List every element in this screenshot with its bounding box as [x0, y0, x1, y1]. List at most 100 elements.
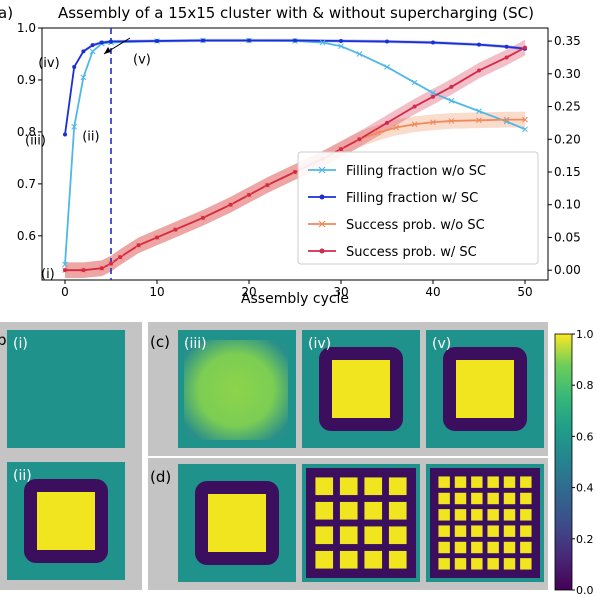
- y2-tick-label: 0.25: [554, 100, 581, 114]
- point-series-1: [504, 44, 509, 49]
- heatmap-cluster-square: [364, 550, 383, 569]
- heatmap-cluster-square: [503, 541, 516, 554]
- heatmap-cluster-square: [454, 492, 467, 505]
- legend-label: Success prob. w/o SC: [346, 218, 485, 233]
- annotation-arrowhead-v: [104, 47, 111, 54]
- annotation-label: (iv): [38, 56, 59, 71]
- point-series-3: [265, 183, 270, 188]
- heatmap-cluster-square: [454, 476, 467, 488]
- point-series-2: [374, 129, 381, 136]
- point-series-0: [338, 43, 344, 50]
- point-series-1: [293, 38, 297, 43]
- plot-frame: [41, 27, 549, 281]
- heatmap-filled-square: [456, 360, 514, 418]
- point-series-3: [247, 192, 251, 197]
- heatmap-cluster-square: [364, 526, 383, 545]
- heatmap-tile: [302, 464, 420, 582]
- heatmap-cluster-square: [503, 476, 516, 488]
- heatmap-tile: [178, 464, 296, 582]
- x-tick-label: 20: [241, 285, 256, 299]
- point-series-2: [393, 124, 400, 131]
- panel-label-a: a): [0, 4, 13, 22]
- point-series-0: [356, 51, 363, 57]
- heatmap-cluster-square: [364, 477, 383, 496]
- point-series-2: [476, 117, 482, 124]
- heatmap-tile: [426, 464, 544, 582]
- heatmap-cluster-square: [503, 509, 516, 521]
- legend-label: Success prob. w/ SC: [346, 245, 477, 260]
- legend-label: Filling fraction w/ SC: [346, 191, 478, 206]
- heatmap-tile: (v): [426, 330, 544, 448]
- point-series-1: [81, 49, 86, 54]
- point-series-3: [339, 147, 343, 152]
- heatmap-tile: (i): [7, 330, 125, 448]
- point-series-3: [357, 137, 362, 142]
- heatmap-cluster-square: [315, 501, 334, 520]
- heatmap-cluster-square: [438, 558, 450, 570]
- point-series-2: [411, 121, 418, 128]
- point-series-0: [71, 123, 78, 130]
- y2-tick-label: 0.30: [554, 67, 581, 81]
- heatmap-cluster-square: [315, 526, 334, 545]
- heatmap-cluster-square: [339, 550, 358, 569]
- heatmap-cluster-square: [454, 525, 467, 537]
- point-series-3: [477, 68, 481, 73]
- heatmap-cluster-square: [520, 525, 532, 537]
- heatmap-cluster-square: [454, 509, 467, 521]
- point-series-0: [430, 90, 436, 96]
- heatmap-cluster-square: [487, 492, 499, 505]
- y-tick-label: 0.7: [17, 177, 36, 191]
- point-series-1: [72, 64, 77, 69]
- heatmap-cluster-square: [487, 509, 499, 521]
- point-series-3: [449, 84, 454, 89]
- heatmap-cluster-square: [503, 558, 516, 570]
- point-series-0: [448, 97, 455, 104]
- heatmap-cluster-square: [520, 476, 532, 488]
- heatmap-cluster-square: [471, 476, 483, 488]
- y2-tick-label: 0.15: [554, 165, 581, 179]
- heatmap-cluster-square: [438, 509, 450, 521]
- heatmap-cluster-square: [471, 509, 483, 521]
- y2-tick-label: 0.05: [554, 230, 581, 244]
- heatmap-tile: (ii): [7, 462, 125, 580]
- heatmap-cluster-square: [438, 525, 450, 537]
- heatmap-cluster-square: [454, 558, 467, 570]
- colorbar-tick-label: 0.8: [576, 379, 594, 392]
- heatmap-label: (iii): [184, 336, 207, 352]
- heatmap-cluster-square: [438, 541, 450, 554]
- x-tick-label: 30: [333, 285, 348, 299]
- heatmap-cluster-square: [438, 476, 450, 488]
- annotation-label: (ii): [82, 130, 99, 145]
- point-series-3: [63, 268, 67, 273]
- colorbar-tick-label: 0.2: [576, 533, 594, 546]
- chart-title: Assembly of a 15x15 cluster with & witho…: [58, 4, 534, 22]
- heatmap-cluster-square: [471, 492, 483, 505]
- point-series-3: [99, 266, 104, 271]
- point-series-2: [522, 116, 528, 123]
- line-series-1: [64, 39, 526, 135]
- left-y-axis-ticks: 0.6 0.7 0.8 0.9 1.0: [17, 21, 42, 243]
- heatmap-cluster-square: [454, 541, 467, 554]
- point-series-3: [118, 255, 123, 260]
- heatmap-label: (ii): [13, 468, 32, 484]
- point-series-3: [155, 235, 159, 240]
- point-series-2: [430, 119, 436, 126]
- heatmap-cluster-square: [520, 541, 532, 554]
- heatmap-cluster-square: [520, 558, 532, 570]
- heatmap-cluster-square: [388, 477, 407, 496]
- heatmap-panels: (i) (ii) (iii) (iv) (v): [7, 330, 544, 582]
- colorbar-ticks: 0.0 0.2 0.4 0.6 0.8 1.0: [572, 328, 594, 597]
- heatmap-cluster-square: [388, 526, 407, 545]
- colorbar-tick-label: 0.6: [576, 430, 594, 443]
- legend-marker: [319, 194, 325, 200]
- legend-marker: [318, 166, 326, 174]
- heatmap-cluster-square: [339, 477, 358, 496]
- heatmap-cluster-square: [339, 526, 358, 545]
- x-tick-label: 50: [517, 285, 532, 299]
- point-series-1: [339, 38, 343, 43]
- point-series-1: [63, 132, 67, 137]
- point-series-3: [385, 120, 389, 125]
- heatmap-cluster-square: [520, 492, 532, 505]
- y-tick-label: 0.8: [17, 125, 36, 139]
- point-series-0: [319, 39, 326, 46]
